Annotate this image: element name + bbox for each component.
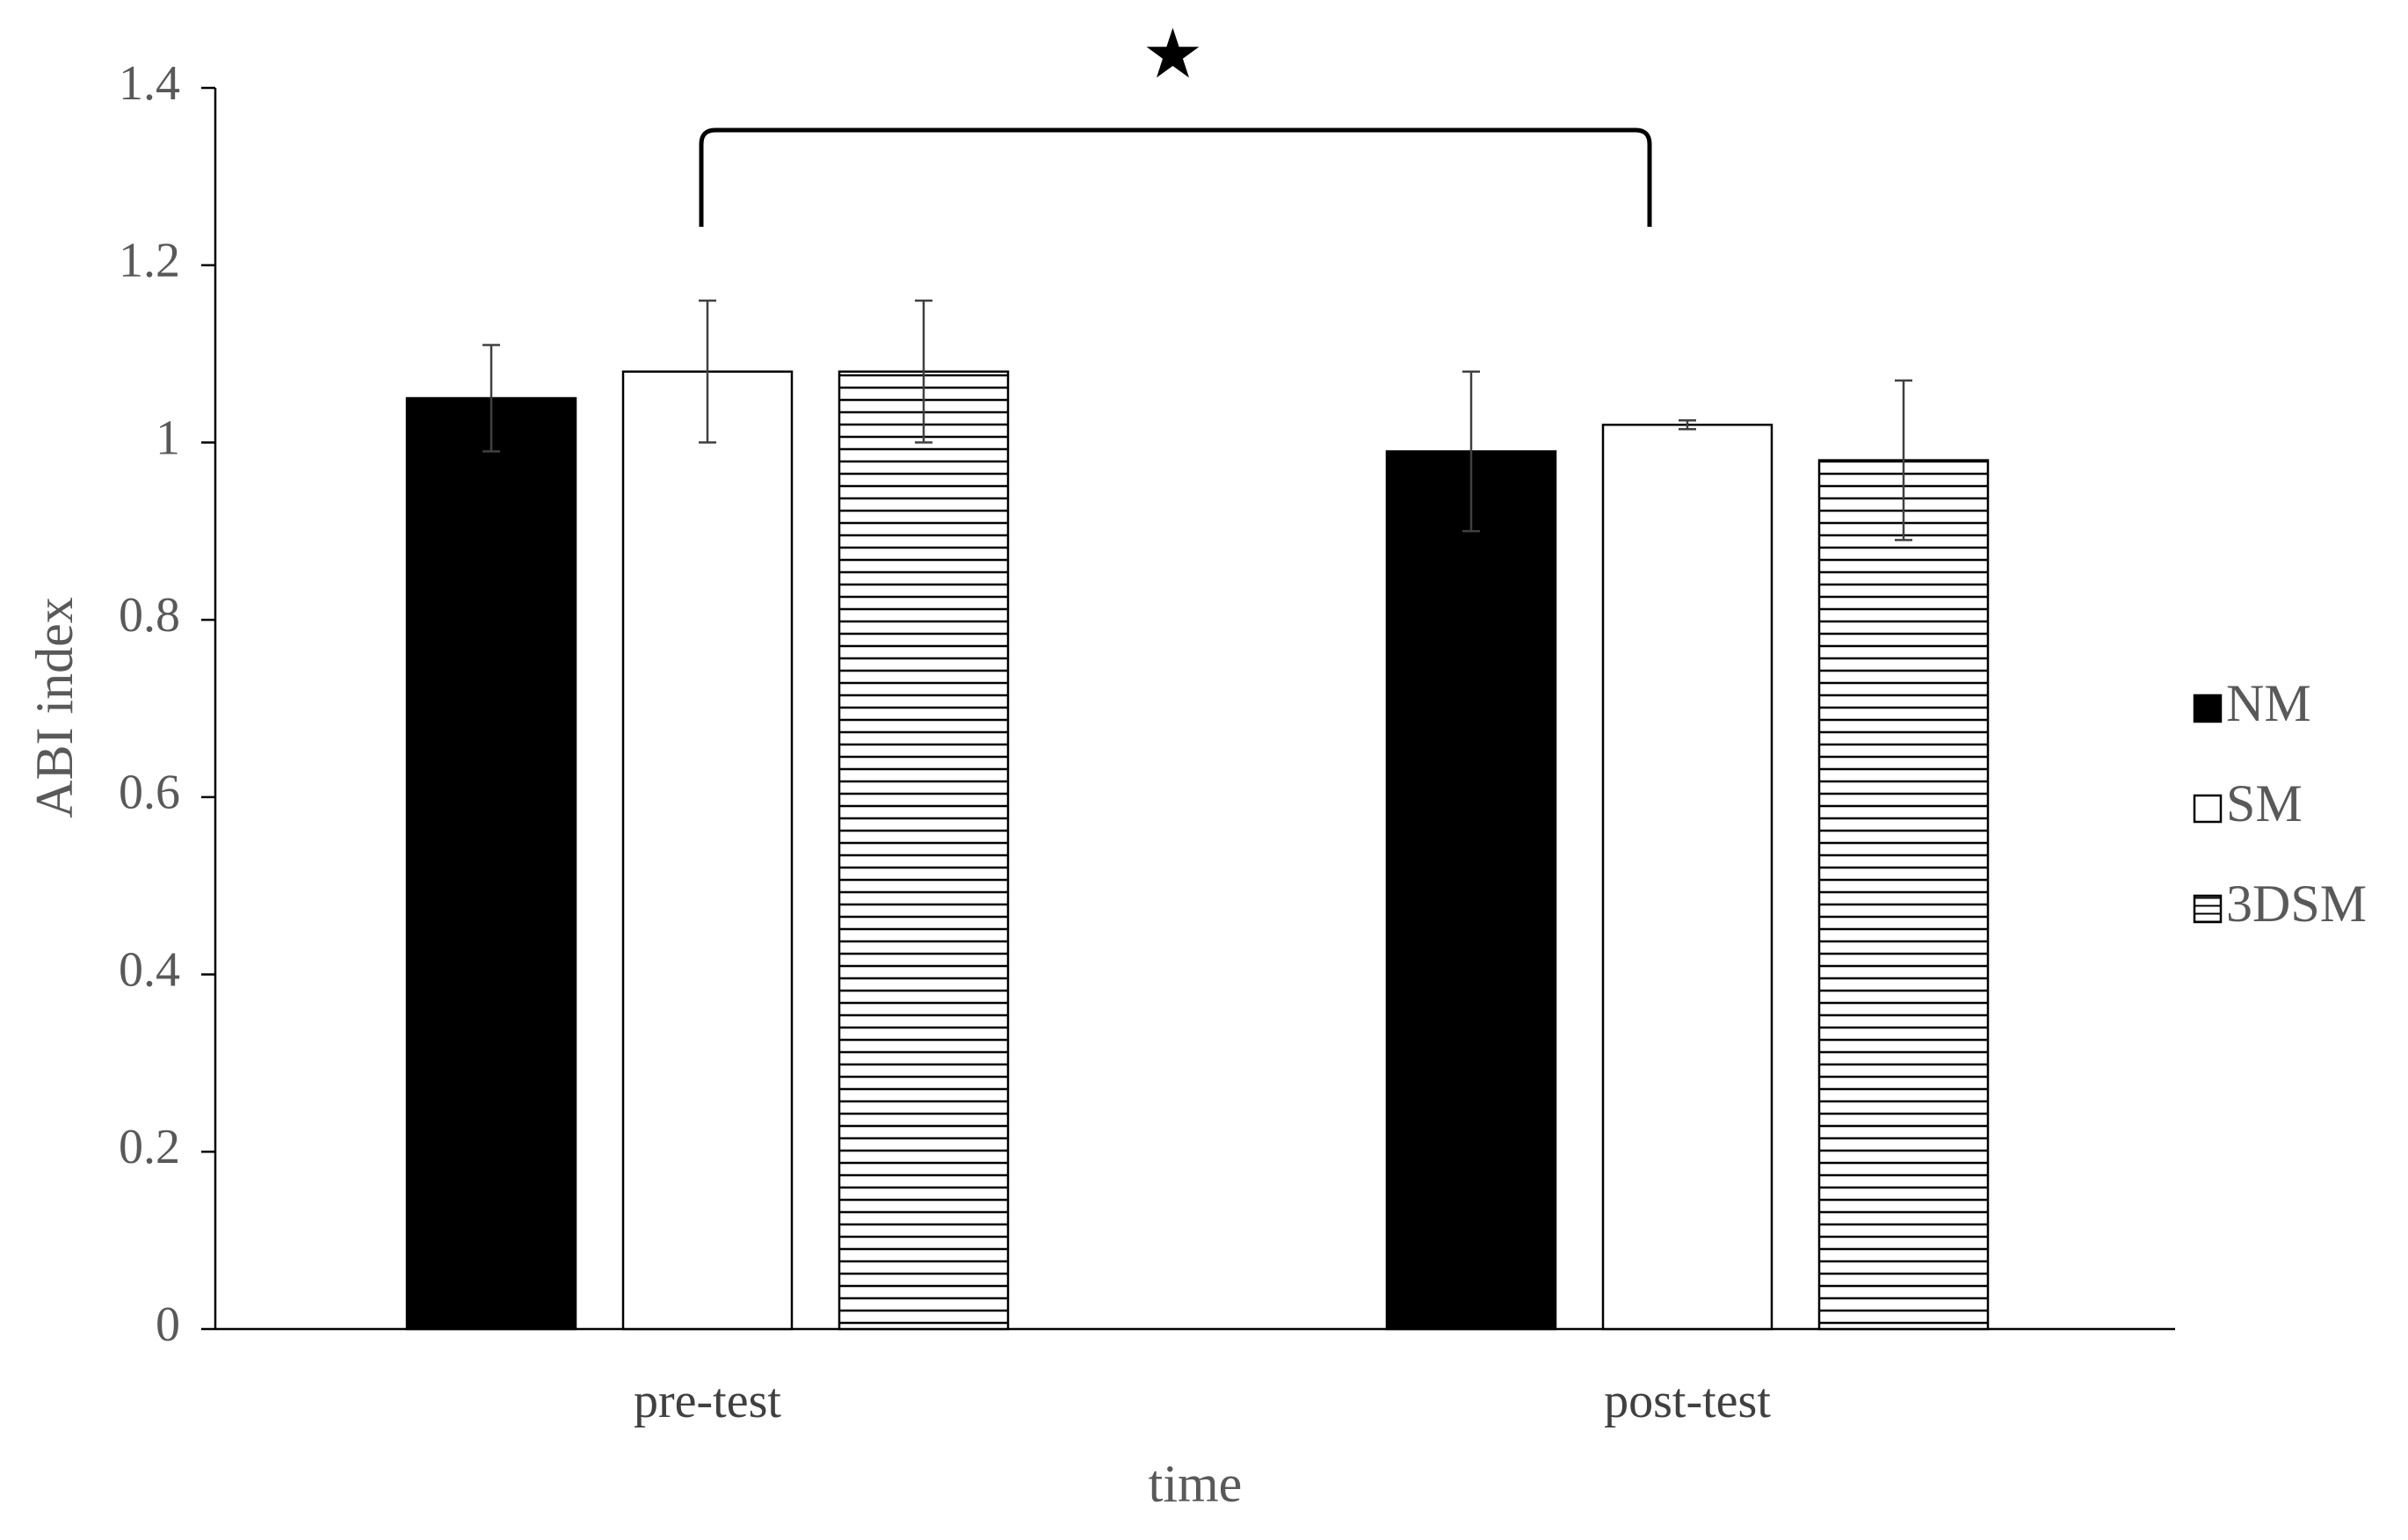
y-tick-label: 0.2 — [119, 1120, 180, 1174]
bar-nm-post-test — [1385, 450, 1557, 1331]
legend-label-sm: SM — [2226, 774, 2303, 832]
y-tick-label: 1 — [156, 410, 180, 465]
x-tick-label: pre-test — [634, 1374, 781, 1428]
significance-star: ★ — [1142, 15, 1204, 94]
bar-3dsm-post-test — [1817, 459, 1990, 1331]
bar-nm-pre-test — [405, 396, 577, 1331]
y-tick-label: 1.4 — [119, 56, 180, 111]
y-axis-title: ABI index — [25, 597, 83, 818]
bar-3dsm-pre-test — [838, 370, 1010, 1331]
x-tick-label: post-test — [1604, 1374, 1771, 1428]
y-tick-label: 0 — [156, 1297, 180, 1352]
legend-label-nm: NM — [2226, 674, 2311, 732]
legend-swatch-3dsm — [2193, 894, 2223, 924]
legend-label-3dsm: 3DSM — [2226, 875, 2367, 933]
y-tick-label: 0.4 — [119, 942, 180, 997]
significance-bracket — [699, 127, 1652, 227]
legend-swatch-nm — [2193, 694, 2223, 723]
y-tick-label: 0.6 — [119, 766, 180, 820]
y-tick-label: 0.8 — [119, 588, 180, 643]
legend-swatch-sm — [2193, 794, 2223, 824]
x-axis-title: time — [1149, 1455, 1243, 1513]
bar-sm-post-test — [1601, 424, 1773, 1331]
y-tick-label: 1.2 — [119, 234, 180, 288]
bar-sm-pre-test — [621, 370, 794, 1331]
